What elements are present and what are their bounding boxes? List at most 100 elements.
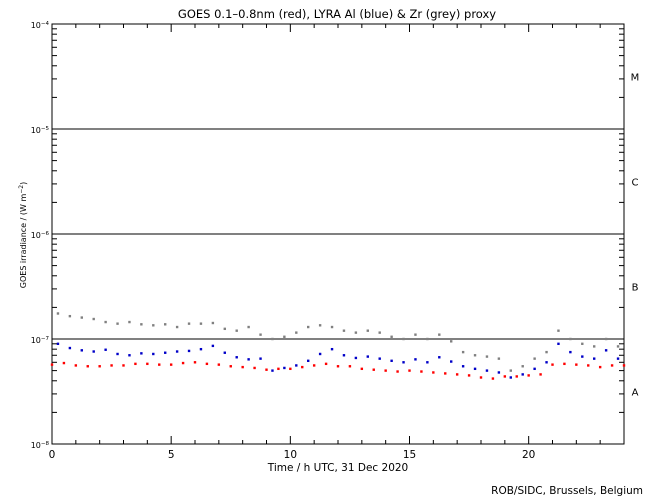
data-point xyxy=(92,350,95,353)
data-point xyxy=(390,359,393,362)
data-point xyxy=(569,350,572,354)
y-tick-exponent: −6 xyxy=(41,231,50,237)
data-point xyxy=(324,362,328,366)
data-point xyxy=(277,367,280,371)
data-point xyxy=(86,365,89,368)
data-point xyxy=(50,363,54,366)
data-point xyxy=(348,365,352,368)
data-point xyxy=(128,320,131,324)
data-point xyxy=(575,363,578,366)
data-point xyxy=(98,365,101,368)
flare-class-label: M xyxy=(631,73,640,84)
data-point xyxy=(307,325,310,329)
data-point xyxy=(80,349,83,352)
data-point xyxy=(533,357,536,360)
data-point xyxy=(509,376,512,379)
data-point xyxy=(414,358,417,361)
y-tick-base: 10 xyxy=(31,126,41,135)
data-point xyxy=(527,374,530,377)
data-point xyxy=(116,322,119,325)
y-tick-base: 10 xyxy=(31,441,41,450)
data-point xyxy=(301,365,304,369)
data-point xyxy=(235,329,238,332)
data-point xyxy=(330,347,334,351)
data-point xyxy=(289,367,292,371)
x-axis-label: Time / h UTC, 31 Dec 2020 xyxy=(267,462,408,474)
data-point xyxy=(438,333,441,336)
data-point xyxy=(104,348,107,351)
data-point xyxy=(354,331,358,334)
y-tick-exponent: −7 xyxy=(41,336,50,342)
y-axis-label-close: ) xyxy=(19,182,28,185)
flare-class-label: B xyxy=(632,283,639,294)
data-point xyxy=(187,322,191,325)
data-point xyxy=(420,370,423,373)
data-point xyxy=(616,345,620,348)
data-point xyxy=(134,362,137,366)
data-point xyxy=(169,363,173,366)
data-point xyxy=(128,354,131,357)
y-tick-base: 10 xyxy=(31,21,41,30)
data-point xyxy=(235,356,238,359)
data-point xyxy=(581,342,584,346)
data-point xyxy=(366,355,369,358)
data-point xyxy=(545,361,548,364)
data-point xyxy=(247,358,250,361)
data-point xyxy=(68,346,72,350)
flare-class-labels: A B C M xyxy=(631,73,640,399)
data-point xyxy=(539,373,542,376)
x-tick-label: 10 xyxy=(284,449,297,461)
data-point xyxy=(479,376,483,379)
data-point xyxy=(265,368,268,371)
data-point xyxy=(205,362,209,366)
data-point xyxy=(74,364,78,367)
data-point xyxy=(509,369,512,372)
data-point xyxy=(497,371,501,374)
data-point xyxy=(336,365,340,368)
data-point xyxy=(56,342,60,346)
data-point xyxy=(307,359,310,362)
data-point xyxy=(140,323,143,326)
data-point xyxy=(253,366,256,370)
flare-class-label: A xyxy=(632,388,639,399)
data-point xyxy=(396,370,399,373)
data-point xyxy=(68,314,72,318)
data-point xyxy=(199,347,203,351)
data-point xyxy=(587,364,590,367)
x-tick-label: 5 xyxy=(168,449,175,461)
y-tick-label: 10−7 xyxy=(31,336,50,345)
data-point xyxy=(259,333,262,336)
data-point xyxy=(414,333,417,336)
y-tick-label: 10−8 xyxy=(31,441,50,450)
data-point xyxy=(318,352,322,356)
x-tick-label: 15 xyxy=(403,449,416,461)
data-point xyxy=(193,361,197,364)
data-point xyxy=(432,371,435,374)
data-point xyxy=(557,342,560,346)
data-point xyxy=(271,369,274,372)
data-point xyxy=(521,365,524,368)
y-tick-label: 10−5 xyxy=(31,126,50,135)
data-point xyxy=(569,337,572,341)
series-1 xyxy=(56,342,620,379)
data-point xyxy=(408,369,411,372)
data-point xyxy=(515,375,518,378)
data-series xyxy=(50,312,626,380)
data-point xyxy=(122,364,125,367)
data-point xyxy=(312,364,316,367)
data-point xyxy=(485,355,489,358)
data-point xyxy=(563,362,566,366)
y-axis-label: GOES irradiance / (W m−2) xyxy=(18,182,28,288)
y-tick-exponent: −8 xyxy=(41,441,50,447)
data-point xyxy=(241,365,244,369)
data-point xyxy=(146,362,149,366)
data-point xyxy=(372,368,375,371)
data-point xyxy=(485,369,489,372)
y-tick-label: 10−4 xyxy=(31,21,50,30)
x-tick-label: 0 xyxy=(49,449,56,461)
data-point xyxy=(622,364,626,367)
data-point xyxy=(342,354,346,357)
data-point xyxy=(223,351,226,354)
data-point xyxy=(318,324,322,327)
data-point xyxy=(378,331,381,334)
